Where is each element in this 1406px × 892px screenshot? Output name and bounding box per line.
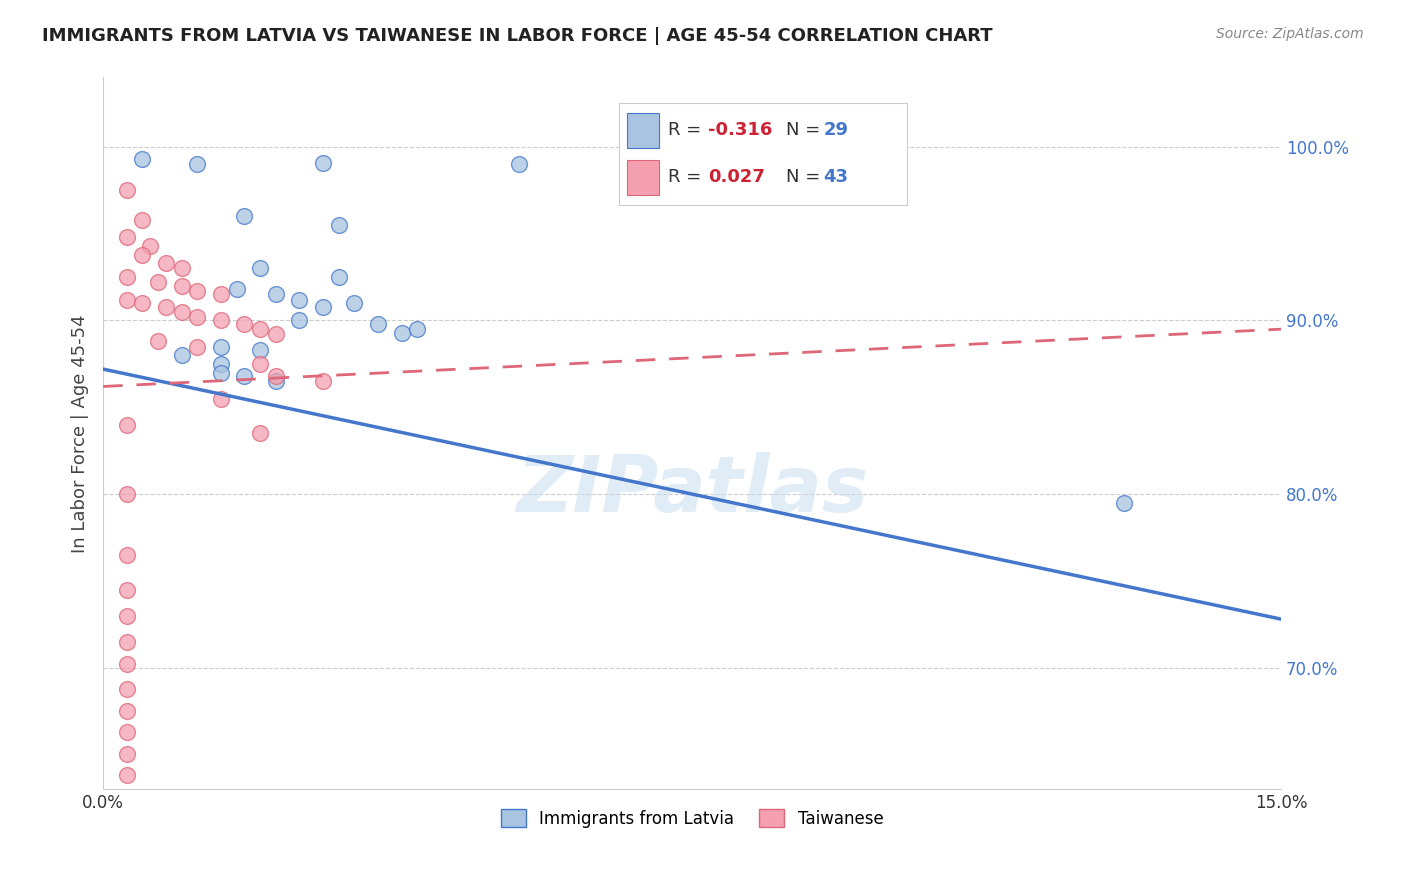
Point <box>264 327 287 342</box>
Point <box>115 657 138 672</box>
Point <box>264 287 287 301</box>
Point <box>170 305 193 319</box>
Text: R =: R = <box>668 169 707 186</box>
Point <box>115 270 138 285</box>
Text: Source: ZipAtlas.com: Source: ZipAtlas.com <box>1216 27 1364 41</box>
Point <box>131 152 153 166</box>
Point <box>115 814 138 828</box>
Point <box>115 791 138 805</box>
Point <box>209 339 232 353</box>
Point <box>186 284 208 298</box>
Point <box>391 326 413 340</box>
Text: R =: R = <box>668 121 707 139</box>
Point <box>249 343 271 357</box>
Point <box>264 369 287 384</box>
Point <box>186 339 208 353</box>
Point <box>115 582 138 597</box>
Point <box>170 261 193 276</box>
Point <box>115 183 138 197</box>
Point <box>115 608 138 623</box>
Point <box>209 366 232 380</box>
Text: ZIPatlas: ZIPatlas <box>516 452 868 528</box>
Point <box>209 392 232 406</box>
Point <box>170 348 193 362</box>
Text: -0.316: -0.316 <box>709 121 772 139</box>
Point <box>312 374 335 388</box>
Point <box>209 287 232 301</box>
Legend: Immigrants from Latvia, Taiwanese: Immigrants from Latvia, Taiwanese <box>494 803 890 834</box>
Point <box>312 155 335 169</box>
Point <box>115 768 138 782</box>
Point <box>115 747 138 762</box>
Text: N =: N = <box>786 121 825 139</box>
Point <box>131 212 153 227</box>
Point <box>131 247 153 261</box>
Point <box>209 357 232 371</box>
Point <box>288 313 311 327</box>
FancyBboxPatch shape <box>627 160 659 194</box>
Point <box>1112 496 1135 510</box>
Point <box>115 487 138 501</box>
Point <box>115 634 138 648</box>
Point <box>115 293 138 307</box>
Point <box>115 681 138 696</box>
Point <box>115 230 138 244</box>
Point <box>115 417 138 432</box>
Point <box>264 374 287 388</box>
Point <box>155 300 177 314</box>
Point <box>225 282 247 296</box>
Point <box>367 317 389 331</box>
Point <box>233 369 256 384</box>
Point <box>186 157 208 171</box>
Point <box>115 725 138 739</box>
Point <box>508 157 530 171</box>
Point <box>186 310 208 324</box>
Point <box>233 210 256 224</box>
Text: N =: N = <box>786 169 825 186</box>
Point <box>343 296 366 310</box>
Point <box>249 357 271 371</box>
Point <box>155 256 177 270</box>
Point <box>328 270 350 285</box>
Point <box>115 704 138 718</box>
Point <box>115 548 138 562</box>
Point <box>146 334 169 349</box>
Point <box>249 322 271 336</box>
Point <box>209 313 232 327</box>
FancyBboxPatch shape <box>627 112 659 148</box>
Point <box>131 296 153 310</box>
Y-axis label: In Labor Force | Age 45-54: In Labor Force | Age 45-54 <box>72 314 89 553</box>
Point <box>233 317 256 331</box>
Point <box>170 278 193 293</box>
Point <box>328 218 350 232</box>
Text: 0.027: 0.027 <box>709 169 765 186</box>
Text: IMMIGRANTS FROM LATVIA VS TAIWANESE IN LABOR FORCE | AGE 45-54 CORRELATION CHART: IMMIGRANTS FROM LATVIA VS TAIWANESE IN L… <box>42 27 993 45</box>
Point <box>249 261 271 276</box>
Text: 43: 43 <box>824 169 848 186</box>
Point <box>406 322 429 336</box>
Point <box>249 426 271 441</box>
Point <box>312 300 335 314</box>
Point <box>288 293 311 307</box>
Text: 29: 29 <box>824 121 848 139</box>
Point <box>115 834 138 848</box>
Point <box>146 275 169 289</box>
Point <box>139 239 162 253</box>
